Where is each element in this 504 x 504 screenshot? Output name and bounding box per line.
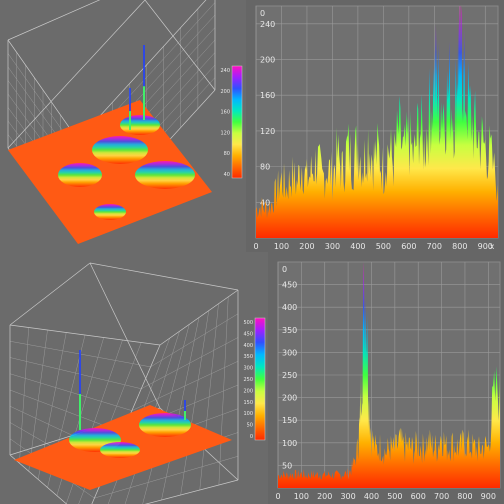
y-tick-label: 200 (260, 56, 275, 65)
colorbar (254, 317, 266, 441)
y-tick-label: 50 (282, 461, 292, 470)
wall-grid (9, 337, 239, 390)
y-tick-label: 350 (282, 326, 297, 335)
cube-edge (144, 479, 239, 504)
series-area (278, 262, 500, 488)
series-area (256, 6, 498, 238)
y-tick-label: 120 (260, 127, 275, 136)
y-tick-label: 200 (282, 394, 297, 403)
wall-grid (180, 310, 209, 496)
colorbar-tick: 0 (250, 434, 253, 440)
cube-edge (89, 262, 239, 291)
surface-plot-bottom-left: 500 450 400 350 300 250 200 150 100 50 0 (0, 252, 268, 504)
y-tick-label: 250 (282, 371, 297, 380)
surface-bump (100, 442, 140, 458)
colorbar (231, 65, 243, 179)
x-tick-label: 800 (452, 242, 467, 251)
colorbar-tick: 200 (220, 89, 230, 95)
x-tick-label: 500 (376, 242, 391, 251)
cube-edge (159, 289, 239, 346)
colorbar-tick: 300 (243, 366, 253, 372)
colorbar-tick: 40 (224, 172, 230, 178)
y-tick-label: 40 (260, 198, 270, 207)
x-tick-label: 900 (478, 242, 493, 251)
cube-edge (7, 39, 79, 141)
wall-grid (218, 296, 229, 486)
area-plot-top-right: 0 100 200 300 400 500 600 700 800 900 40 80 120 160 20… (246, 0, 504, 252)
x-tick-label: 500 (387, 492, 402, 501)
colorbar-tick: 350 (243, 354, 253, 360)
cube-edge (7, 0, 146, 149)
x-tick-label: 400 (364, 492, 379, 501)
x-tick-label: 0 (275, 492, 280, 501)
x-tick-label: 700 (434, 492, 449, 501)
cube-edge (9, 262, 91, 326)
wall-grid (9, 361, 239, 411)
x-tick-label: 900 (481, 492, 496, 501)
cube-edge (89, 262, 161, 409)
surface-bump (139, 413, 191, 437)
y-tick-label: 150 (282, 416, 297, 425)
x-tick-label: 600 (401, 242, 416, 251)
area-chart-bottom-right: 0 100 200 300 400 500 600 700 800 900 50 100 150 200 2… (275, 261, 501, 501)
cube-edge (144, 0, 216, 91)
area-chart-top-right: 0 100 200 300 400 500 600 700 800 900 40 80 120 160 20… (253, 5, 499, 251)
y-corner-label: 0 (260, 9, 265, 18)
surface-bump (92, 136, 148, 164)
x-tick-label: 400 (350, 242, 365, 251)
y-tick-label: 240 (260, 20, 275, 29)
surface-plot-top-left: 240 200 160 120 80 40 (0, 0, 246, 252)
cube-edge (9, 454, 68, 504)
surface-bump (94, 204, 126, 220)
y-tick-label: 400 (282, 303, 297, 312)
colorbar-tick: 250 (243, 377, 253, 383)
x-end-label: x (490, 242, 495, 251)
y-tick-label: 100 (282, 439, 297, 448)
y-tick-label: 80 (260, 163, 270, 172)
colorbar-tick: 50 (247, 423, 253, 429)
colorbar-tick: 240 (220, 68, 230, 74)
x-tick-label: 600 (411, 492, 426, 501)
x-tick-label: 800 (457, 492, 472, 501)
x-tick-label: 700 (427, 242, 442, 251)
colorbar-tick: 400 (243, 343, 253, 349)
x-tick-label: 100 (294, 492, 309, 501)
colorbar-tick: 200 (243, 388, 253, 394)
y-tick-label: 300 (282, 348, 297, 357)
wall-grid (199, 303, 219, 491)
surface-3d-top-left: 240 200 160 120 80 40 (7, 0, 243, 244)
y-tick-label: 450 (282, 281, 297, 290)
colorbar-tick: 100 (243, 411, 253, 417)
colorbar-tick: 150 (243, 400, 253, 406)
colorbar-tick: 120 (220, 130, 230, 136)
x-tick-label: 200 (317, 492, 332, 501)
surface-floor (8, 100, 212, 244)
cube-edge (9, 324, 161, 346)
x-tick-label: 300 (325, 242, 340, 251)
colorbar-tick: 450 (243, 331, 253, 337)
x-tick-label: 100 (274, 242, 289, 251)
y-corner-label: 0 (282, 265, 287, 274)
colorbar-tick: 160 (220, 110, 230, 116)
colorbar-tick: 80 (224, 151, 230, 157)
x-tick-label: 200 (299, 242, 314, 251)
x-tick-label: 300 (340, 492, 355, 501)
y-tick-label: 160 (260, 91, 275, 100)
colorbar-tick: 500 (243, 320, 253, 326)
x-tick-label: 0 (253, 242, 258, 251)
cube-edge (7, 0, 101, 41)
area-plot-bottom-right: 0 100 200 300 400 500 600 700 800 900 50 100 150 200 2… (268, 252, 504, 504)
